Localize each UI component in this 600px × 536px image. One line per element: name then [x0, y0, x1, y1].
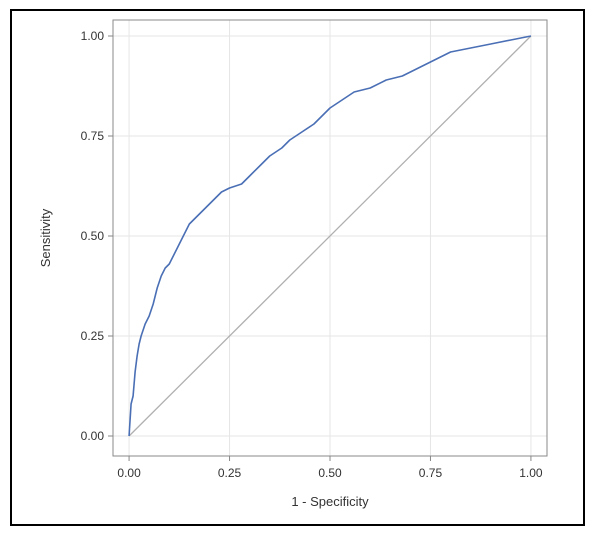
- x-tick-label: 0.50: [318, 466, 342, 480]
- y-axis-label: Sensitivity: [38, 208, 53, 267]
- y-tick-label: 0.25: [81, 329, 105, 343]
- y-axis-ticks: 0.00 0.25 0.50 0.75 1.00: [81, 29, 113, 443]
- y-tick-label: 0.75: [81, 129, 105, 143]
- y-tick-label: 1.00: [81, 29, 105, 43]
- x-tick-label: 0.00: [117, 466, 141, 480]
- reference-line-group: [128, 35, 532, 437]
- grid-lines: [113, 20, 547, 456]
- roc-curve-line: [128, 35, 532, 437]
- x-tick-label: 0.25: [218, 466, 242, 480]
- x-axis-label: 1 - Specificity: [291, 494, 369, 509]
- x-tick-label: 0.75: [419, 466, 443, 480]
- series-group: [128, 35, 532, 437]
- y-tick-label: 0.00: [81, 429, 105, 443]
- x-axis-ticks: 0.00 0.25 0.50 0.75 1.00: [117, 456, 543, 480]
- x-tick-label: 1.00: [519, 466, 543, 480]
- y-tick-label: 0.50: [81, 229, 105, 243]
- reference-diagonal-line: [128, 35, 532, 437]
